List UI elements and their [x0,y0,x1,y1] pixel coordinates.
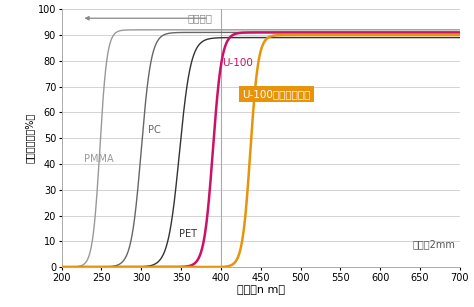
X-axis label: 波長（n m）: 波長（n m） [237,286,285,295]
Y-axis label: 光線透過率（%）: 光線透過率（%） [25,113,35,163]
Text: 紫外領域: 紫外領域 [188,13,213,23]
Text: PC: PC [147,126,160,135]
Text: PET: PET [180,229,198,239]
Text: 厚み：2mm: 厚み：2mm [413,239,456,249]
Text: PMMA: PMMA [84,154,114,164]
Text: U-100紫外線照射後: U-100紫外線照射後 [242,89,311,99]
Text: U-100: U-100 [222,58,253,68]
